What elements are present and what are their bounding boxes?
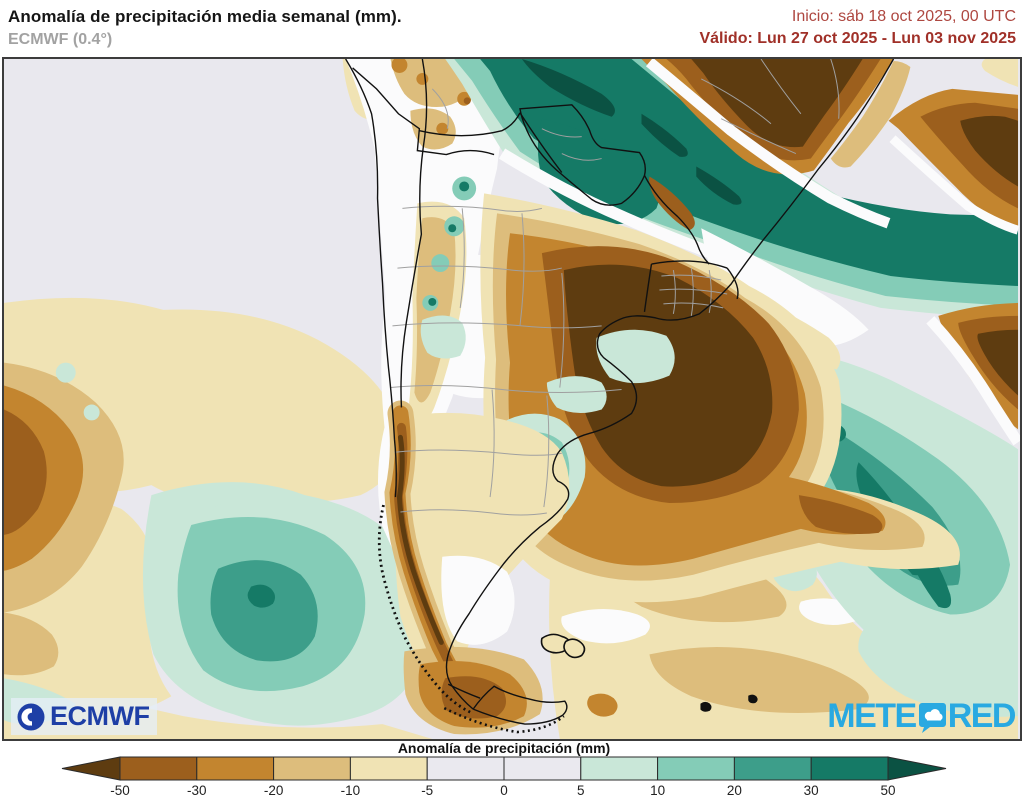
- svg-text:20: 20: [727, 783, 742, 798]
- province-borders: [390, 59, 840, 516]
- falkland-east: [563, 638, 586, 659]
- tierra-del-fuego-coast: [472, 685, 568, 725]
- paraguay-border: [519, 104, 646, 206]
- map-canvas: [4, 59, 1020, 739]
- pacific-deficit-blob: [4, 362, 124, 676]
- svg-text:-10: -10: [341, 783, 361, 798]
- valid-range: Válido: Lun 27 oct 2025 - Lun 03 nov 202…: [699, 30, 1016, 47]
- meteored-bubble-icon: [918, 702, 946, 733]
- colorbar-footer: Anomalía de precipitación (mm) -50 -30 -…: [0, 740, 1024, 798]
- svg-text:-20: -20: [264, 783, 284, 798]
- colorbar-cells: [61, 756, 947, 781]
- svg-text:50: 50: [880, 783, 895, 798]
- uruguay-deficit-mass: [480, 176, 960, 603]
- white-gap-band1: [889, 135, 1020, 235]
- islands: [540, 633, 758, 712]
- uruguay-border: [726, 267, 739, 300]
- white-gap-ne: [645, 59, 891, 229]
- ecmwf-logo: ECMWF: [11, 698, 158, 735]
- meteored-text-left: METE: [827, 697, 917, 735]
- atlantic-coastline: [445, 59, 895, 710]
- meteored-text-right: RED: [947, 697, 1017, 735]
- teal-anomaly-band: [445, 59, 1019, 320]
- white-gap-sw: [498, 148, 748, 271]
- svg-text:0: 0: [500, 783, 508, 798]
- brazil-argentina-border: [643, 175, 710, 265]
- model-subtitle: ECMWF (0.4°): [8, 31, 113, 48]
- atlantic-deficit-wedge: [938, 302, 1019, 430]
- svg-text:10: 10: [650, 783, 665, 798]
- precipitation-anomaly-map: ECMWF METE RED: [2, 57, 1022, 741]
- init-datetime: Inicio: sáb 18 oct 2025, 00 UTC: [791, 8, 1016, 25]
- colorbar-ticks: -50 -30 -20 -10 -5 0 5 10 20 30 50: [110, 783, 895, 798]
- pacific-coastline: [345, 59, 397, 498]
- bolivia-border: [352, 67, 495, 156]
- nw-argentina-surplus-spots: [420, 176, 477, 359]
- ecmwf-logo-text: ECMWF: [50, 701, 150, 731]
- svg-text:5: 5: [577, 783, 585, 798]
- ecmwf-logo-icon: [17, 703, 45, 730]
- meteored-logo: METE RED: [827, 697, 1017, 736]
- svg-text:-5: -5: [421, 783, 433, 798]
- page-title: Anomalía de precipitación media semanal …: [8, 7, 402, 26]
- svg-text:30: 30: [804, 783, 819, 798]
- forecast-dates: Inicio: sáb 18 oct 2025, 00 UTC Válido: …: [699, 6, 1016, 50]
- svg-text:-50: -50: [110, 783, 130, 798]
- coastlines-borders: [345, 59, 895, 725]
- pacific-surplus-blob: [4, 362, 427, 726]
- se-brazil-deficit-corner: [641, 59, 1019, 175]
- svg-text:-30: -30: [187, 783, 207, 798]
- colorbar: Anomalía de precipitación (mm) -50 -30 -…: [61, 740, 947, 798]
- colorbar-label: Anomalía de precipitación (mm): [398, 741, 610, 756]
- chile-argentina-border: [400, 59, 428, 408]
- atlantic-deficit-band-upper: [888, 88, 1019, 231]
- white-gap-wedge: [926, 316, 1020, 446]
